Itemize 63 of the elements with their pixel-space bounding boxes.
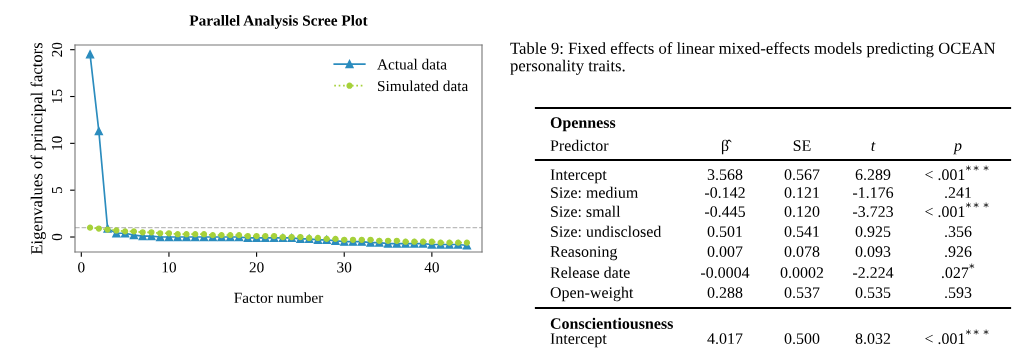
text: β̂ <box>721 139 732 155</box>
x-axis-title: Factor number <box>234 292 324 303</box>
x-tick-label: 30 <box>337 262 352 273</box>
text: < .001$^{***}$ <box>925 202 989 218</box>
text: 0.007 <box>707 246 743 258</box>
text: 0.0002 <box>780 267 824 279</box>
text: Conscientiousness <box>550 317 673 330</box>
text: < .001$^{***}$ <box>925 165 989 181</box>
text: 0.121 <box>784 187 820 199</box>
text: -0.445 <box>704 206 745 218</box>
text: .926 <box>945 246 972 258</box>
text: 0.541 <box>784 226 820 238</box>
text: t <box>871 141 876 151</box>
text: Size: small <box>551 205 621 218</box>
text: Intercept <box>550 169 607 184</box>
text: Open-weight <box>550 286 634 302</box>
text: -0.142 <box>704 187 745 199</box>
text: Release date <box>550 266 630 278</box>
text: SE <box>793 140 811 151</box>
text: p <box>953 143 962 155</box>
y-tick-label: 10 <box>51 136 63 150</box>
x-tick-label: 0 <box>78 262 85 273</box>
text: 0.501 <box>707 226 743 238</box>
text: 0.535 <box>855 287 891 299</box>
text: .356 <box>945 226 972 238</box>
text: Size: undisclosed <box>551 225 662 238</box>
text: 8.032 <box>855 333 891 345</box>
text: Intercept <box>550 333 607 348</box>
text: Reasoning <box>550 246 618 261</box>
text: Predictor <box>550 139 609 151</box>
text: 0.500 <box>784 333 820 345</box>
text: 0.093 <box>855 246 891 258</box>
text: .593 <box>945 287 972 299</box>
text: < .001$^{***}$ <box>925 329 989 345</box>
text: 0.537 <box>784 287 820 299</box>
text: 0.288 <box>707 287 743 299</box>
text: 0.078 <box>784 246 820 258</box>
x-tick-label: 40 <box>424 262 439 273</box>
x-tick-label: 10 <box>162 262 177 273</box>
text: 6.289 <box>855 169 891 181</box>
text: 4.017 <box>707 333 743 345</box>
text: -3.723 <box>852 206 893 218</box>
text: .027$^{*}$ <box>941 263 975 279</box>
y-tick-label: 20 <box>51 42 63 57</box>
text: 0.925 <box>855 226 891 238</box>
text: Table 9: Fixed effects of linear mixed-effects models predicting OCEAN personality traits. <box>510 42 996 75</box>
text: -1.176 <box>852 187 894 199</box>
y-axis-title: Eigenvalues of principal factors <box>30 42 46 255</box>
y-tick-label: 0 <box>51 233 63 241</box>
text: Openness <box>550 117 616 132</box>
y-tick-label: 5 <box>52 186 63 194</box>
text: -2.224 <box>852 267 894 279</box>
text: 0.120 <box>784 206 820 218</box>
x-tick-label: 20 <box>249 262 264 273</box>
text: -0.0004 <box>700 267 750 279</box>
legend-label: Actual data <box>377 58 447 70</box>
text: Size: medium <box>551 186 639 199</box>
text: 3.568 <box>707 169 743 181</box>
chart-title: Parallel Analysis Scree Plot <box>189 14 368 29</box>
text: .241 <box>945 187 972 199</box>
text: 0.567 <box>784 169 820 181</box>
legend-label: Simulated data <box>378 80 469 92</box>
y-tick-label: 15 <box>51 89 63 103</box>
